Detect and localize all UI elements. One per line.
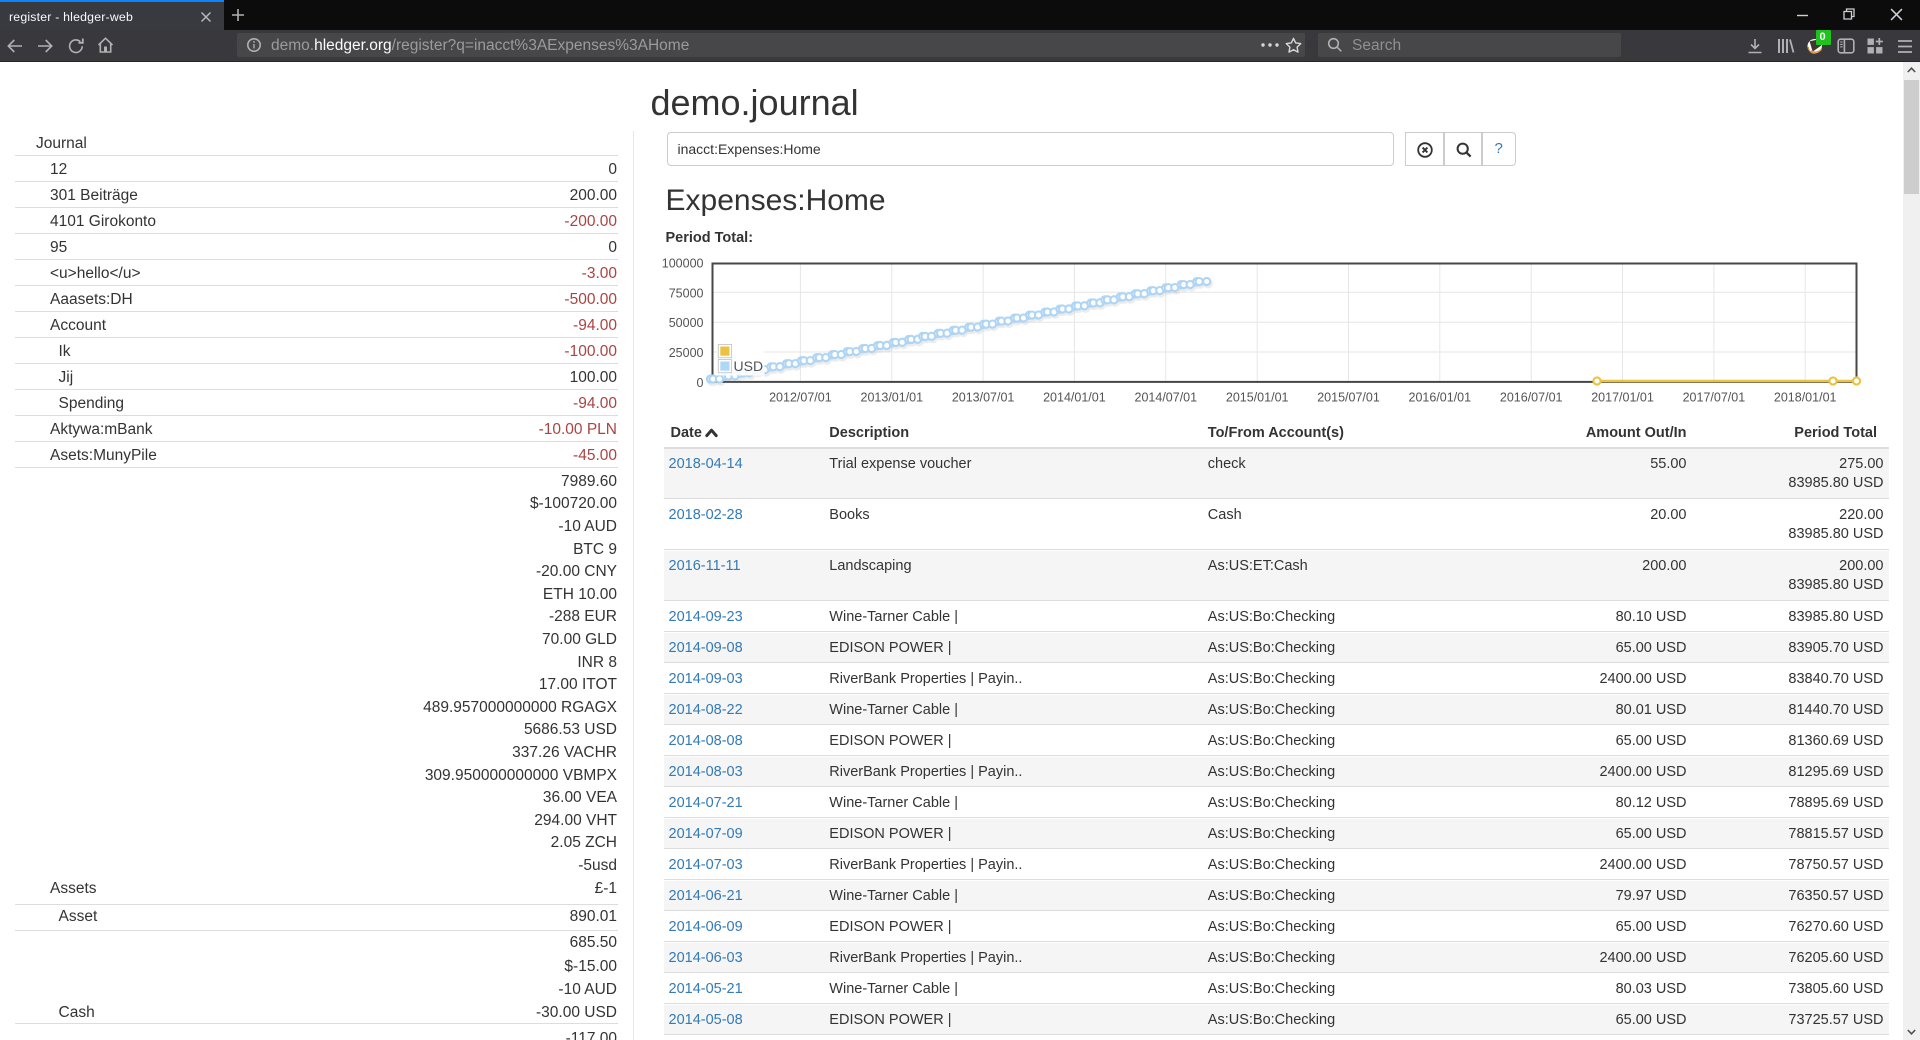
svg-text:0: 0 [697, 376, 704, 390]
svg-text:2016/01/01: 2016/01/01 [1409, 391, 1472, 405]
svg-text:2017/07/01: 2017/07/01 [1683, 391, 1746, 405]
svg-text:2016/07/01: 2016/07/01 [1500, 391, 1563, 405]
svg-text:75000: 75000 [669, 286, 704, 300]
svg-text:2015/07/01: 2015/07/01 [1317, 391, 1380, 405]
svg-text:50000: 50000 [669, 316, 704, 330]
svg-text:2018/01/01: 2018/01/01 [1774, 391, 1837, 405]
svg-text:100000: 100000 [662, 256, 704, 270]
svg-text:25000: 25000 [669, 346, 704, 360]
svg-text:2015/01/01: 2015/01/01 [1226, 391, 1289, 405]
svg-text:2017/01/01: 2017/01/01 [1591, 391, 1654, 405]
svg-text:2012/07/01: 2012/07/01 [769, 391, 832, 405]
svg-text:2013/01/01: 2013/01/01 [861, 391, 924, 405]
svg-text:2013/07/01: 2013/07/01 [952, 391, 1015, 405]
svg-text:2014/07/01: 2014/07/01 [1135, 391, 1198, 405]
svg-text:2014/01/01: 2014/01/01 [1043, 391, 1106, 405]
svg-text:USD: USD [734, 358, 764, 374]
